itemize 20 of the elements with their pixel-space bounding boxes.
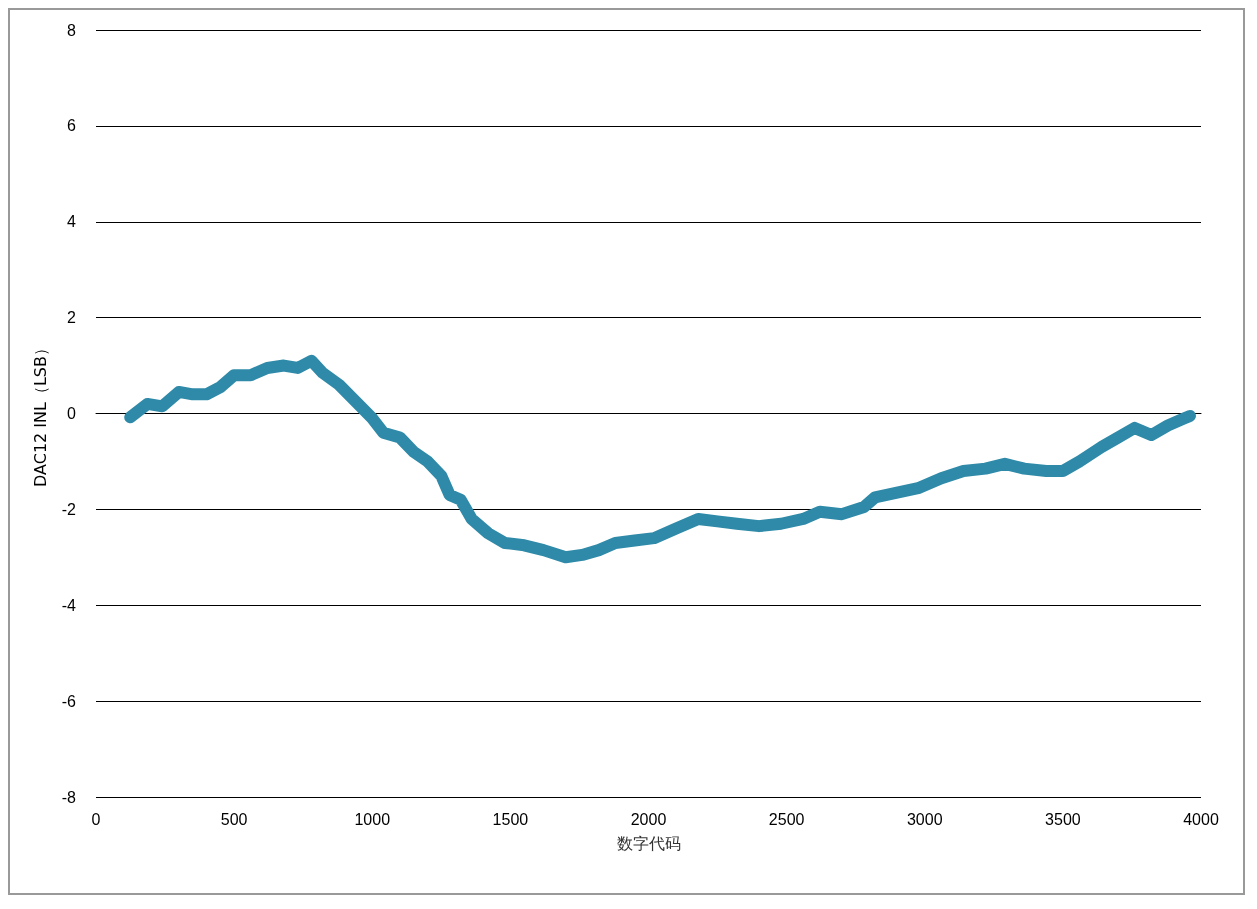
y-tick-label: -8 [61,788,77,806]
y-tick-label: 6 [67,117,77,135]
y-tick-label: -6 [61,692,77,710]
y-tick-label: -4 [61,596,77,614]
x-tick-label: 0 [91,810,101,828]
y-axis-title: DAC12 INL（LSB） [30,340,50,487]
x-tick-label: 1000 [354,810,391,828]
x-tick-label: 3000 [906,810,943,828]
y-tick-label: 0 [67,405,77,422]
x-tick-label: 1500 [492,810,529,828]
x-tick-label: 500 [220,810,248,828]
y-tick-label: -2 [61,500,77,518]
x-tick-label: 2000 [630,810,667,828]
y-tick-label: 2 [67,309,77,327]
y-tick-label: 8 [67,21,77,39]
x-tick-label: 4000 [1183,810,1219,828]
y-tick-label: 4 [67,213,77,231]
x-tick-label: 3500 [1045,810,1081,828]
x-axis-title: 数字代码 [616,833,681,853]
x-tick-label: 2500 [768,810,805,828]
